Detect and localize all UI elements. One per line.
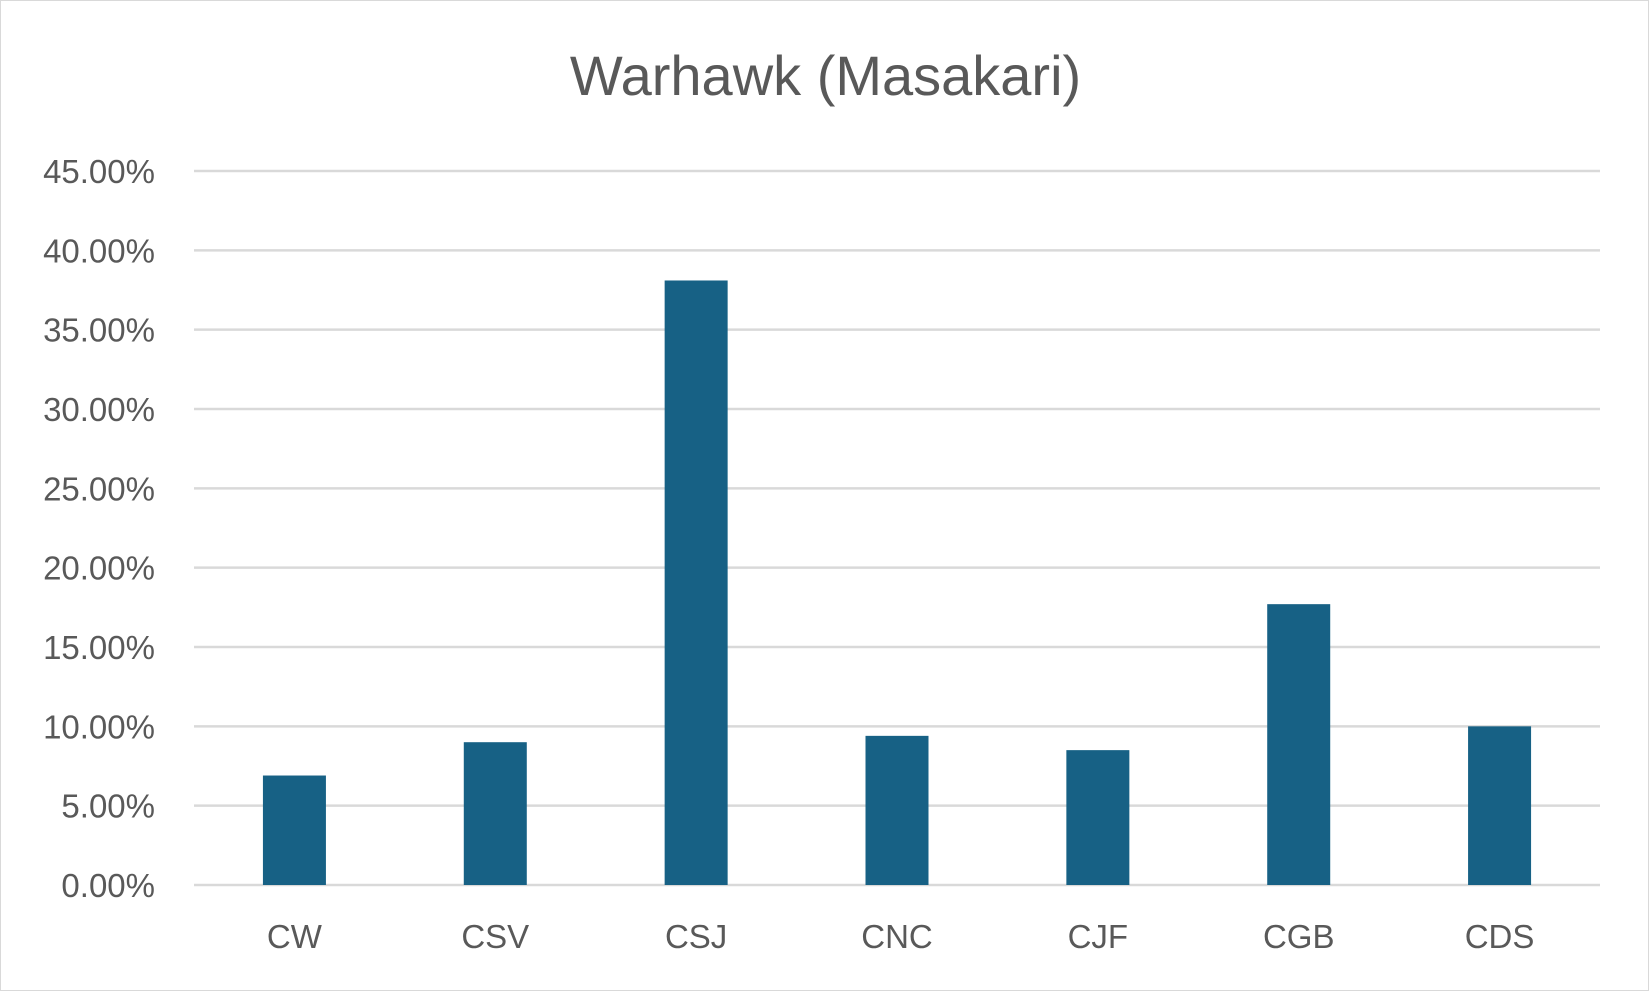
x-category-label: CSV: [461, 918, 529, 955]
y-tick-label: 30.00%: [43, 391, 155, 428]
y-tick-label: 25.00%: [43, 470, 155, 507]
bar-cjf: [1066, 750, 1130, 885]
bar-cgb: [1267, 604, 1331, 885]
y-tick-label: 35.00%: [43, 312, 155, 349]
x-category-label: CJF: [1068, 918, 1129, 955]
gridlines: [194, 169, 1600, 887]
chart-title: Warhawk (Masakari): [569, 44, 1082, 107]
y-tick-label: 0.00%: [61, 867, 155, 904]
y-tick-label: 40.00%: [43, 232, 155, 269]
x-category-label: CNC: [861, 918, 933, 955]
bar-series: [262, 280, 1532, 886]
bar-cw: [262, 775, 326, 885]
bar-csv: [463, 742, 527, 885]
x-category-label: CDS: [1465, 918, 1535, 955]
y-tick-label: 20.00%: [43, 550, 155, 587]
y-tick-label: 10.00%: [43, 708, 155, 745]
y-tick-label: 5.00%: [61, 788, 155, 825]
x-category-label: CSJ: [665, 918, 727, 955]
y-tick-label: 15.00%: [43, 629, 155, 666]
x-category-label: CW: [267, 918, 323, 955]
bar-cds: [1468, 726, 1532, 885]
bar-cnc: [865, 735, 929, 885]
x-category-label: CGB: [1263, 918, 1335, 955]
y-axis-tick-labels: 0.00% 5.00% 10.00% 15.00% 20.00% 25.00% 30.00%…: [43, 153, 155, 904]
x-axis-category-labels: CW CSV CSJ CNC CJF CGB CDS: [267, 918, 1534, 955]
y-tick-label: 45.00%: [43, 153, 155, 190]
bar-csj: [664, 280, 728, 886]
